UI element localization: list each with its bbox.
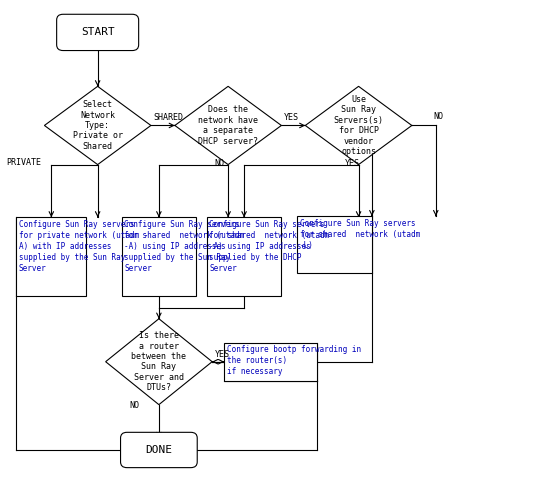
Bar	[16, 217, 87, 296]
Text: PRIVATE: PRIVATE	[7, 158, 42, 167]
FancyBboxPatch shape	[57, 14, 139, 50]
Text: Configure Sun Ray servers
for private network (utadm -
A) with IP addresses
supp: Configure Sun Ray servers for private ne…	[19, 220, 148, 273]
Polygon shape	[175, 86, 282, 165]
Polygon shape	[305, 86, 412, 165]
Polygon shape	[44, 86, 151, 165]
Bar	[122, 217, 196, 296]
FancyBboxPatch shape	[121, 432, 197, 468]
Text: Configure bootp forwarding in
the router(s)
if necessary: Configure bootp forwarding in the router…	[227, 345, 361, 376]
Text: YES: YES	[345, 159, 360, 168]
Text: Does the
network have
a separate
DHCP server?: Does the network have a separate DHCP se…	[198, 106, 258, 145]
Text: YES: YES	[284, 113, 299, 121]
Text: YES: YES	[215, 350, 230, 359]
Bar	[224, 343, 317, 381]
Bar	[298, 216, 372, 274]
Text: START: START	[81, 27, 115, 37]
Text: Configure Sun Ray servers
for shared  network (utadm
-L): Configure Sun Ray servers for shared net…	[300, 218, 420, 250]
Text: Use
Sun Ray
Servers(s)
for DHCP
vendor
options: Use Sun Ray Servers(s) for DHCP vendor o…	[334, 95, 384, 156]
Text: Configure Sun Ray servers
for shared  network (utadm
-A) using IP addresses
supp: Configure Sun Ray servers for shared net…	[124, 220, 244, 273]
Text: Select
Network
Type:
Private or
Shared: Select Network Type: Private or Shared	[72, 100, 122, 151]
Bar	[207, 217, 282, 296]
Text: NO: NO	[130, 401, 139, 410]
Text: NO: NO	[433, 112, 443, 120]
Text: DONE: DONE	[145, 445, 172, 455]
Text: Is there
a router
between the
Sun Ray
Server and
DTUs?: Is there a router between the Sun Ray Se…	[131, 331, 187, 392]
Polygon shape	[105, 319, 212, 405]
Text: Configure Sun Ray servers
for shared  network (utadm
-A) using IP addresses
supp: Configure Sun Ray servers for shared net…	[210, 220, 330, 273]
Text: SHARED: SHARED	[154, 113, 183, 121]
Text: NO: NO	[215, 159, 225, 168]
